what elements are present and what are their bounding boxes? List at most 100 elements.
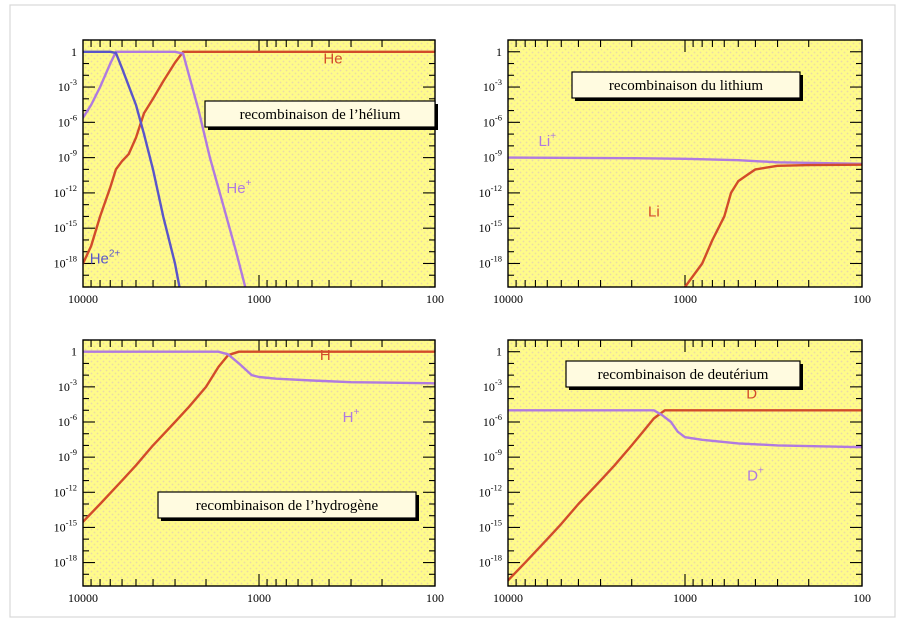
y-tick-label-base: 10 — [479, 520, 491, 534]
series-line — [508, 156, 862, 165]
y-tick-label-exponent: -18 — [66, 253, 77, 263]
y-tick-label-base: 1 — [71, 345, 77, 359]
series-line — [83, 50, 247, 287]
y-tick-label-base: 10 — [54, 221, 66, 235]
series-label-base: H — [343, 409, 354, 426]
x-tick-label: 10000 — [493, 591, 523, 605]
y-tick-label: 10-9 — [58, 148, 77, 165]
y-tick-label: 10-18 — [54, 553, 77, 570]
y-tick-label-exponent: -18 — [491, 553, 502, 563]
y-tick-label-base: 10 — [54, 485, 66, 499]
y-tick-label-exponent: -12 — [491, 183, 502, 193]
y-tick-label-base: 1 — [71, 45, 77, 59]
x-tick-label: 100 — [426, 591, 444, 605]
y-tick-label-base: 10 — [58, 80, 70, 94]
series-he: He — [83, 51, 435, 265]
y-tick-label-base: 10 — [483, 115, 495, 129]
plot-border — [82, 339, 436, 587]
x-tick-label: 1000 — [247, 591, 271, 605]
y-tick-label-exponent: -15 — [66, 517, 77, 527]
y-tick-label-base: 10 — [483, 450, 495, 464]
y-tick-label: 1 — [496, 345, 502, 359]
series-label-base: H — [320, 347, 331, 364]
y-tick-label: 1 — [71, 345, 77, 359]
y-tick-label-exponent: -3 — [70, 377, 77, 387]
y-tick-label-exponent: -3 — [495, 77, 502, 87]
y-tick-label-exponent: -15 — [491, 517, 502, 527]
y-tick-label: 10-9 — [58, 447, 77, 464]
series-label-base: He — [226, 180, 245, 197]
y-tick-label-exponent: -18 — [491, 253, 502, 263]
series-label: D+ — [747, 466, 764, 485]
panel-title-box: recombinaison du lithium — [571, 71, 803, 101]
panel-title: recombinaison de deutérium — [598, 367, 769, 383]
title-box-frame — [565, 360, 801, 388]
panel-title: recombinaison de l’hélium — [240, 107, 401, 123]
y-tick-label-exponent: -6 — [495, 412, 502, 422]
panel-2: 10000 1000 100110-310-610-910-1210-1510-18… — [479, 39, 871, 306]
y-tick-label-base: 10 — [479, 485, 491, 499]
series-label-base: D — [747, 468, 758, 485]
series-label-base: Li — [539, 133, 551, 150]
panel-title-box: recombinaison de l’hélium — [204, 100, 438, 130]
series-line — [508, 409, 862, 582]
y-tick-label: 10-6 — [483, 112, 502, 129]
y-tick-label-exponent: -6 — [495, 112, 502, 122]
series-li: Li — [648, 163, 862, 287]
title-box-frame — [571, 71, 801, 99]
y-tick-label-base: 10 — [58, 415, 70, 429]
y-tick-label-exponent: -3 — [495, 377, 502, 387]
y-tick-label: 10-3 — [483, 377, 502, 394]
y-tick-label-exponent: -6 — [70, 412, 77, 422]
y-tick-label-base: 10 — [54, 186, 66, 200]
x-tick-label: 100 — [426, 292, 444, 306]
series-line — [83, 350, 435, 385]
panel-title: recombinaison de l’hydrogène — [196, 498, 379, 514]
y-tick-label: 10-9 — [483, 148, 502, 165]
y-tick-label: 10-12 — [54, 183, 77, 200]
x-tick-label: 1000 — [673, 591, 697, 605]
series-label: Li+ — [539, 131, 557, 150]
y-tick-label: 10-15 — [54, 218, 77, 235]
x-tick-label: 100 — [853, 292, 871, 306]
y-tick-label: 1 — [496, 45, 502, 59]
y-tick-label: 10-6 — [58, 112, 77, 129]
series-label-base: Li — [648, 203, 660, 220]
y-tick-label-base: 10 — [483, 151, 495, 165]
plot-border — [82, 39, 436, 288]
panel-title-box: recombinaison de deutérium — [565, 360, 803, 390]
y-tick-label-exponent: -3 — [70, 77, 77, 87]
panel-title-box: recombinaison de l’hydrogène — [157, 491, 419, 521]
plot-border — [507, 339, 863, 587]
y-tick-label: 10-15 — [54, 517, 77, 534]
figure-frame — [9, 4, 896, 618]
x-tick-label: 1000 — [673, 292, 697, 306]
series-label-base: D — [746, 386, 757, 403]
y-tick-label-base: 10 — [479, 221, 491, 235]
series-label: He — [323, 51, 342, 68]
series-label-sup: + — [550, 131, 556, 142]
y-tick-label: 10-3 — [58, 377, 77, 394]
series-label-base: He — [323, 51, 342, 68]
y-tick-label-base: 1 — [496, 45, 502, 59]
y-tick-label-base: 10 — [54, 556, 66, 570]
y-tick-label: 10-3 — [483, 77, 502, 94]
y-tick-label: 1 — [71, 45, 77, 59]
y-tick-label: 10-18 — [54, 253, 77, 270]
y-tick-label-exponent: -9 — [70, 447, 77, 457]
plot-border — [507, 39, 863, 288]
y-tick-label-base: 10 — [58, 450, 70, 464]
x-tick-label: 100 — [853, 591, 871, 605]
y-tick-label: 10-9 — [483, 447, 502, 464]
y-tick-label-exponent: -12 — [66, 482, 77, 492]
panel-title: recombinaison du lithium — [609, 78, 763, 94]
y-tick-label-exponent: -6 — [70, 112, 77, 122]
y-tick-label: 10-12 — [54, 482, 77, 499]
series-line — [508, 409, 862, 449]
x-tick-label: 1000 — [247, 292, 271, 306]
panel-4: 10000 1000 100110-310-610-910-1210-1510-18… — [479, 339, 871, 605]
series-he2-plus: He2+ — [83, 50, 181, 287]
series-h-plus: H+ — [83, 350, 435, 426]
y-tick-label-exponent: -9 — [495, 148, 502, 158]
series-line — [683, 163, 862, 287]
